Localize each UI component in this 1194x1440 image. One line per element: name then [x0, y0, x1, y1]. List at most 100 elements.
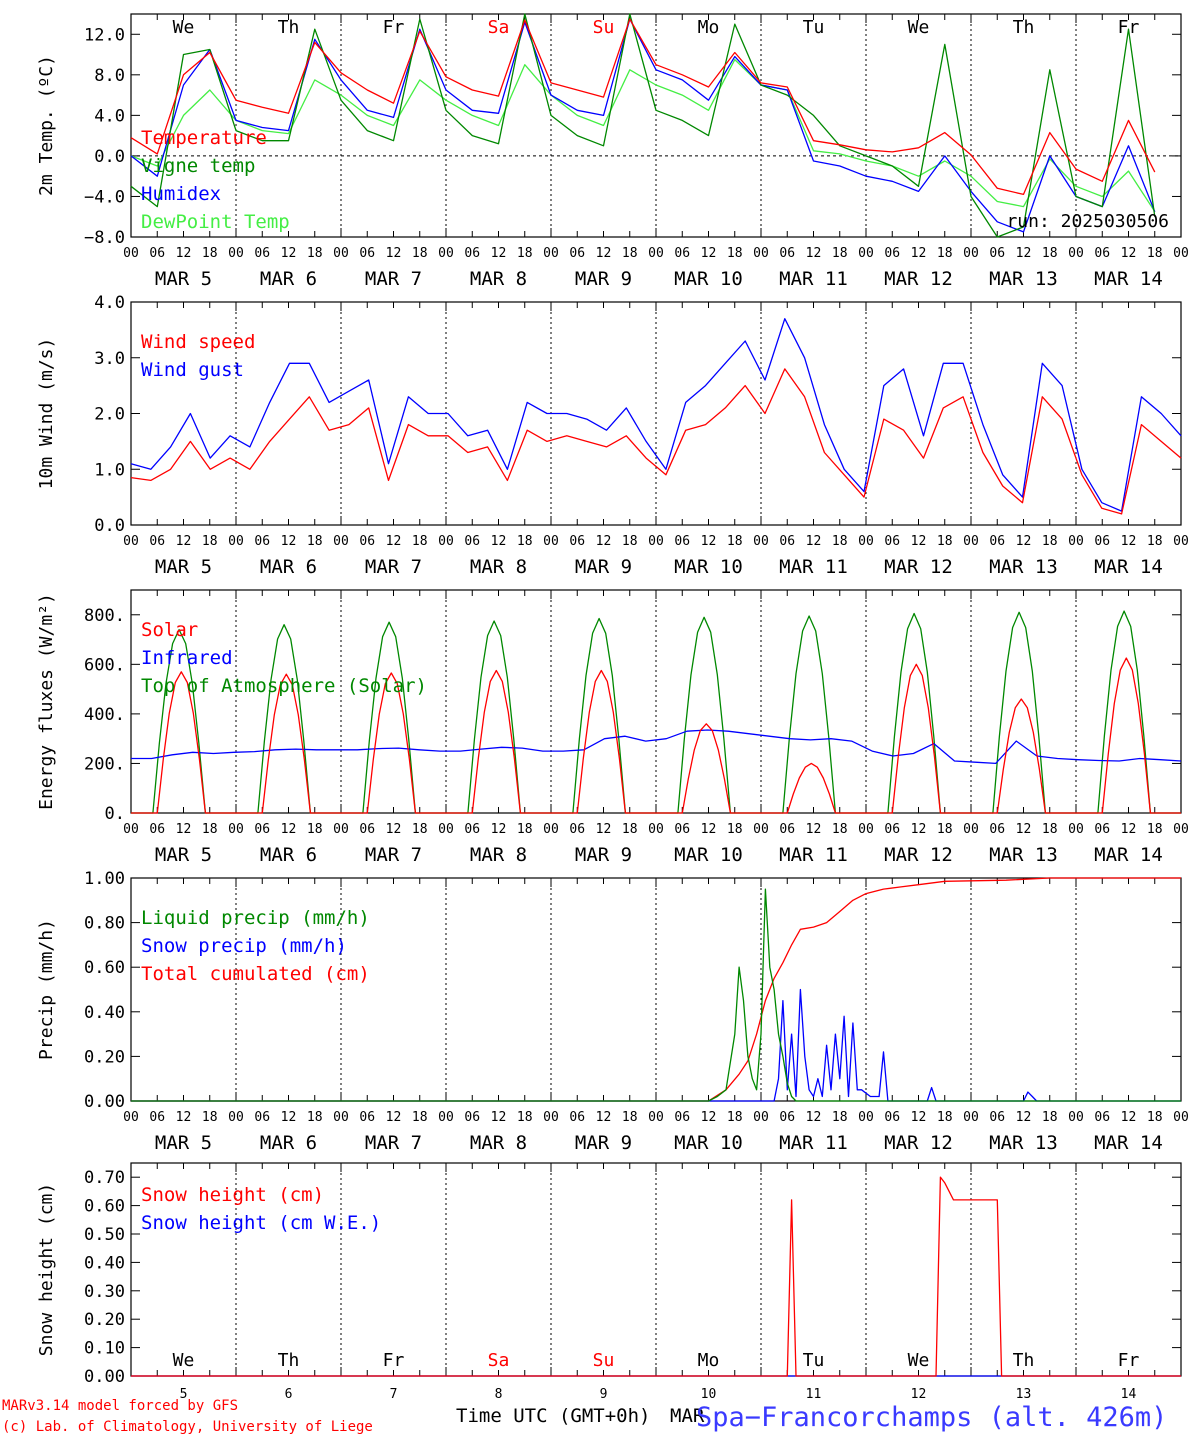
- hour-tick-label: 00: [1068, 822, 1084, 837]
- weekday-label: Fr: [383, 1350, 405, 1371]
- y-tick-label: 0.50: [84, 1225, 125, 1245]
- date-label: MAR 10: [674, 268, 743, 290]
- hour-tick-label: 06: [254, 1110, 270, 1125]
- y-axis-label: Precip (mm/h): [36, 919, 57, 1060]
- date-label: MAR 13: [989, 1132, 1058, 1154]
- hour-tick-label: 06: [359, 822, 375, 837]
- hour-tick-label: 00: [963, 822, 979, 837]
- hour-tick-label: 06: [674, 534, 690, 549]
- date-label: MAR 7: [365, 556, 422, 578]
- legend-entry: Solar: [141, 619, 198, 641]
- day-number-label: 11: [806, 1387, 822, 1400]
- legend-entry: Wind gust: [141, 359, 244, 381]
- hour-tick-label: 06: [569, 822, 585, 837]
- date-label: MAR 8: [470, 844, 527, 866]
- y-tick-label: 12.0: [84, 25, 125, 45]
- hour-tick-label: 00: [753, 822, 769, 837]
- legend-entry: Top of Atmosphere (Solar): [141, 675, 427, 697]
- date-label: MAR 13: [989, 268, 1058, 290]
- date-label: MAR 11: [779, 844, 848, 866]
- hour-tick-label: 18: [517, 534, 533, 549]
- model-credit: MARv3.14 model forced by GFS: [2, 1398, 239, 1414]
- hour-tick-label: 00: [438, 822, 454, 837]
- series-line: [131, 888, 1181, 1102]
- hour-tick-label: 06: [989, 534, 1005, 549]
- hour-tick-label: 12: [1016, 1110, 1032, 1125]
- y-tick-label: 0.20: [84, 1310, 125, 1330]
- weekday-label: Mo: [698, 17, 720, 38]
- day-number-label: 7: [390, 1387, 398, 1400]
- y-tick-label: 0.60: [84, 1197, 125, 1217]
- hour-tick-label: 06: [149, 246, 165, 261]
- hour-tick-label: 06: [569, 534, 585, 549]
- date-label: MAR 5: [155, 1132, 212, 1154]
- hour-tick-label: 06: [149, 534, 165, 549]
- hour-tick-label: 18: [307, 534, 323, 549]
- weekday-label: Su: [593, 1350, 615, 1371]
- hour-tick-label: 06: [464, 1110, 480, 1125]
- y-tick-label: 400.: [84, 705, 125, 725]
- hour-tick-label: 00: [858, 1110, 874, 1125]
- hour-tick-label: 00: [753, 246, 769, 261]
- hour-tick-label: 18: [622, 534, 638, 549]
- hour-tick-label: 00: [1068, 534, 1084, 549]
- y-tick-label: 1.0: [94, 460, 125, 480]
- hour-tick-label: 00: [648, 534, 664, 549]
- hour-tick-label: 00: [753, 1110, 769, 1125]
- hour-tick-label: 18: [937, 822, 953, 837]
- hour-tick-label: 12: [1016, 246, 1032, 261]
- hour-tick-label: 06: [779, 822, 795, 837]
- hour-tick-label: 00: [858, 534, 874, 549]
- weekday-label: Sa: [488, 17, 510, 38]
- hour-tick-label: 06: [674, 822, 690, 837]
- hour-tick-label: 18: [202, 1110, 218, 1125]
- hour-tick-label: 12: [596, 534, 612, 549]
- date-label: MAR 9: [575, 844, 632, 866]
- hour-tick-label: 18: [517, 246, 533, 261]
- hour-tick-label: 06: [779, 1110, 795, 1125]
- hour-tick-label: 12: [911, 246, 927, 261]
- hour-tick-label: 18: [1147, 1110, 1163, 1125]
- hour-tick-label: 00: [1068, 246, 1084, 261]
- hour-tick-label: 06: [989, 1110, 1005, 1125]
- hour-tick-label: 06: [254, 246, 270, 261]
- date-label: MAR 9: [575, 268, 632, 290]
- series-line: [130, 18, 1156, 196]
- hour-tick-label: 18: [727, 822, 743, 837]
- hour-tick-label: 18: [307, 246, 323, 261]
- date-label: MAR 11: [779, 268, 848, 290]
- hour-tick-label: 12: [701, 822, 717, 837]
- date-label: MAR 14: [1094, 556, 1163, 578]
- y-tick-label: 0.40: [84, 1253, 125, 1273]
- y-tick-label: 200.: [84, 754, 125, 774]
- date-label: MAR 13: [989, 556, 1058, 578]
- hour-tick-label: 18: [307, 1110, 323, 1125]
- date-label: MAR 12: [884, 556, 953, 578]
- hour-tick-label: 00: [543, 246, 559, 261]
- hour-tick-label: 18: [832, 534, 848, 549]
- y-tick-label: 0.80: [84, 914, 125, 934]
- hour-tick-label: 18: [1147, 822, 1163, 837]
- y-axis-label: Energy fluxes (W/m²): [36, 593, 57, 810]
- hour-tick-label: 00: [333, 822, 349, 837]
- hour-tick-label: 06: [254, 534, 270, 549]
- date-label: MAR 9: [575, 556, 632, 578]
- hour-tick-label: 06: [1094, 534, 1110, 549]
- series-line: [131, 657, 1181, 814]
- hour-tick-label: 06: [149, 822, 165, 837]
- date-label: MAR 12: [884, 1132, 953, 1154]
- y-axis-label: Snow height (cm): [36, 1183, 57, 1356]
- y-tick-label: 1.00: [84, 869, 125, 889]
- hour-tick-label: 18: [412, 822, 428, 837]
- hour-tick-label: 12: [911, 1110, 927, 1125]
- hour-tick-label: 18: [622, 822, 638, 837]
- hour-tick-label: 12: [1121, 822, 1137, 837]
- hour-tick-label: 06: [884, 1110, 900, 1125]
- date-label: MAR 10: [674, 1132, 743, 1154]
- date-label: MAR 5: [155, 556, 212, 578]
- legend-entry: Temperature: [141, 127, 267, 149]
- hour-tick-label: 06: [884, 534, 900, 549]
- weekday-label: Fr: [383, 17, 405, 38]
- hour-tick-label: 12: [386, 534, 402, 549]
- weekday-label: Sa: [488, 1350, 510, 1371]
